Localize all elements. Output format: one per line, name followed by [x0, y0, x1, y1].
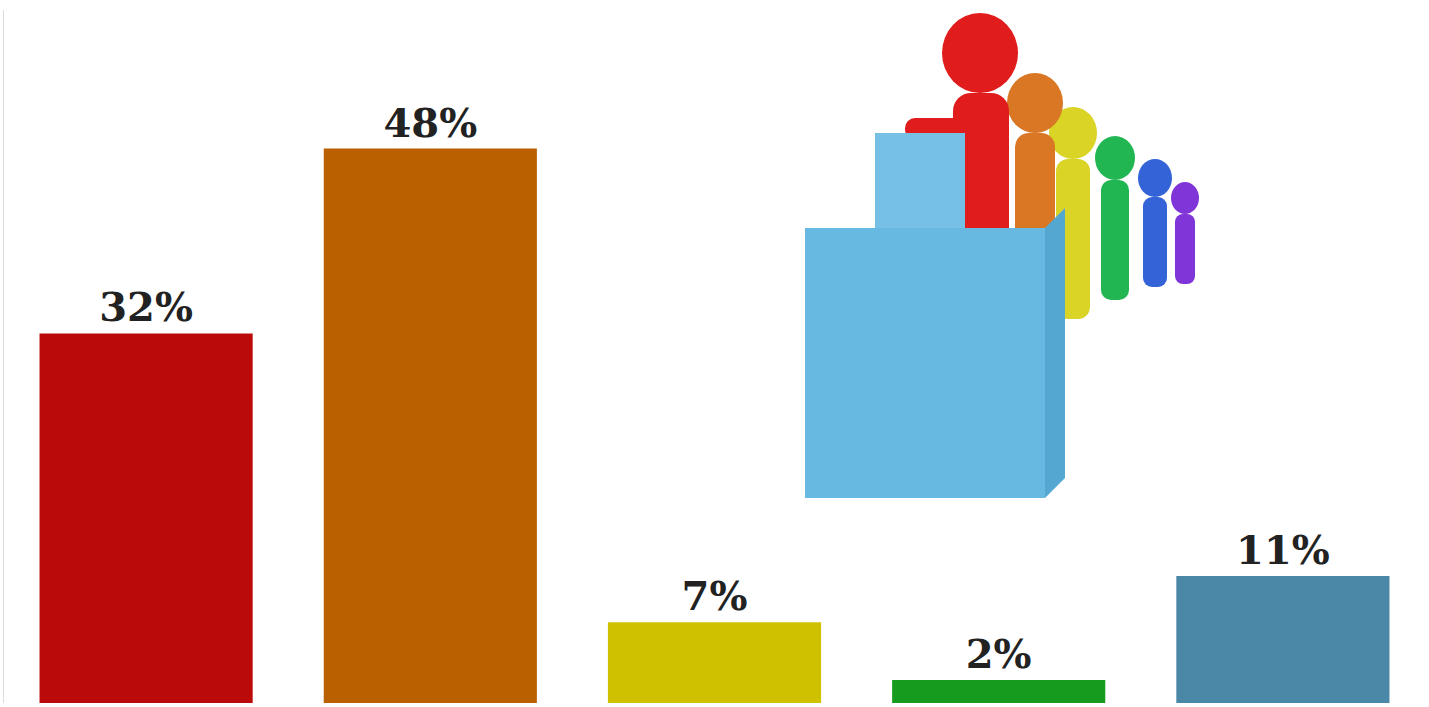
svg-text:32%: 32% — [99, 283, 193, 330]
svg-text:7%: 7% — [682, 572, 748, 619]
svg-text:48%: 48% — [383, 99, 477, 146]
svg-text:11%: 11% — [1236, 526, 1330, 573]
svg-text:2%: 2% — [966, 630, 1032, 677]
